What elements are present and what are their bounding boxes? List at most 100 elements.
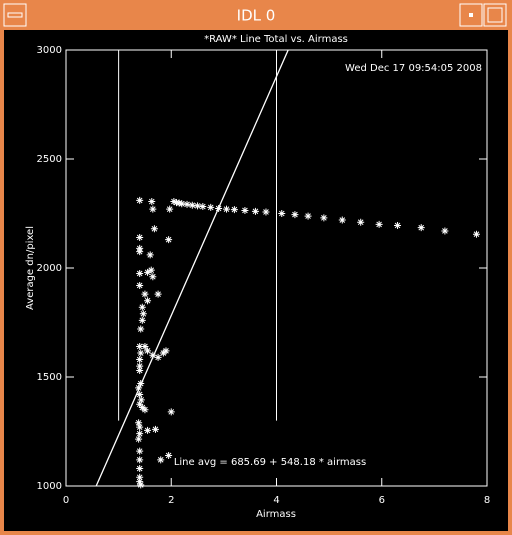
data-point <box>144 426 152 434</box>
x-axis-label: Airmass <box>256 509 296 520</box>
data-point <box>251 207 259 215</box>
data-point <box>165 236 173 244</box>
data-point <box>151 425 159 433</box>
data-point <box>136 366 144 374</box>
maximize-button[interactable] <box>483 3 507 27</box>
data-point <box>136 196 144 204</box>
chart-title: *RAW* Line Total vs. Airmass <box>204 34 348 45</box>
maximize-icon <box>487 7 503 23</box>
data-point <box>135 419 143 427</box>
data-point <box>157 456 165 464</box>
data-point <box>183 200 191 208</box>
data-point <box>188 201 196 209</box>
data-point <box>136 456 144 464</box>
y-tick-label: 1000 <box>37 481 62 492</box>
data-point <box>215 204 223 212</box>
data-point <box>136 233 144 241</box>
data-point <box>136 390 144 398</box>
data-point <box>162 347 170 355</box>
data-point <box>144 347 152 355</box>
data-point <box>135 384 143 392</box>
data-point <box>207 203 215 211</box>
data-point <box>137 325 145 333</box>
data-point <box>146 251 154 259</box>
fit-annotation: Line avg = 685.69 + 548.18 * airmass <box>174 457 366 468</box>
data-point <box>262 208 270 216</box>
data-point <box>149 273 157 281</box>
y-axis-label: Average dn/pixel <box>25 226 36 310</box>
data-point <box>136 281 144 289</box>
data-point <box>136 430 144 438</box>
fit-line <box>95 50 289 486</box>
x-tick-label: 0 <box>63 495 69 506</box>
data-point <box>136 400 144 408</box>
data-point <box>137 481 145 489</box>
data-point <box>178 200 186 208</box>
data-point <box>138 316 146 324</box>
data-point <box>149 351 157 359</box>
data-point <box>141 342 149 350</box>
data-point <box>472 230 480 238</box>
y-tick-label: 2500 <box>37 154 62 165</box>
data-point <box>441 227 449 235</box>
data-point <box>304 212 312 220</box>
data-point <box>136 356 144 364</box>
data-point <box>194 202 202 210</box>
data-point <box>170 198 178 206</box>
data-point <box>166 205 174 213</box>
data-point <box>150 225 158 233</box>
data-point <box>138 303 146 311</box>
timestamp: Wed Dec 17 09:54:05 2008 <box>345 63 482 74</box>
minimize-icon <box>469 13 473 17</box>
data-point <box>136 473 144 481</box>
data-point <box>136 269 144 277</box>
y-tick-label: 1500 <box>37 372 62 383</box>
data-point <box>165 451 173 459</box>
data-point <box>394 221 402 229</box>
x-tick-label: 2 <box>168 495 174 506</box>
data-point <box>139 310 147 318</box>
data-point <box>136 248 144 256</box>
data-point <box>167 408 175 416</box>
data-point <box>137 349 145 357</box>
data-point <box>230 206 238 214</box>
data-point <box>357 218 365 226</box>
data-point <box>278 210 286 217</box>
data-point <box>148 198 156 206</box>
data-point <box>154 353 162 361</box>
data-point <box>135 435 143 443</box>
data-point <box>141 290 149 298</box>
data-point <box>136 465 144 473</box>
data-point <box>291 211 299 219</box>
y-tick-label: 2000 <box>37 263 62 274</box>
data-point <box>144 297 152 305</box>
plot-window <box>4 30 508 531</box>
data-point <box>144 268 152 276</box>
data-point <box>338 216 346 224</box>
data-point <box>147 266 155 274</box>
data-point <box>149 205 157 213</box>
data-point <box>199 203 207 211</box>
data-point <box>223 205 231 213</box>
y-tick-label: 3000 <box>37 45 62 56</box>
data-point <box>141 406 149 414</box>
window-menu-icon <box>7 12 23 18</box>
data-point <box>137 380 145 388</box>
data-point <box>136 478 144 486</box>
data-point <box>136 342 144 350</box>
data-point <box>175 199 183 207</box>
x-tick-label: 6 <box>379 495 385 506</box>
data-point <box>241 206 249 214</box>
data-point <box>136 447 144 455</box>
data-point <box>154 290 162 298</box>
data-point <box>375 220 383 228</box>
data-point <box>136 423 144 431</box>
data-point <box>417 224 425 232</box>
data-point <box>136 362 144 370</box>
data-point <box>320 214 328 222</box>
x-tick-label: 8 <box>484 495 490 506</box>
x-tick-label: 4 <box>273 495 279 506</box>
window-title: IDL 0 <box>237 7 276 25</box>
